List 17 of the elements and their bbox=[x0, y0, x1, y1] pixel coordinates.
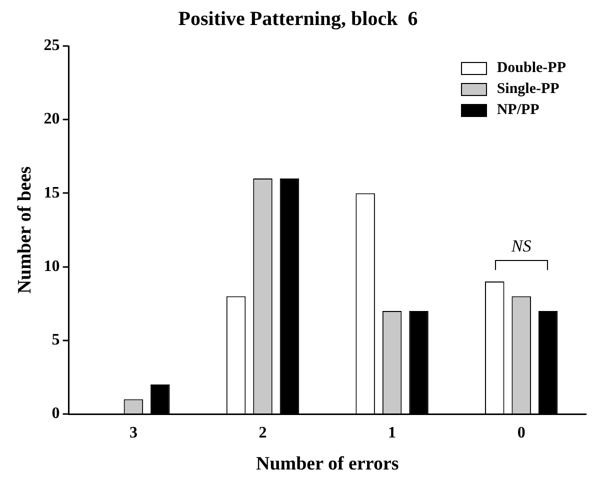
legend-label: Single-PP bbox=[496, 80, 560, 99]
x-tick-label: 2 bbox=[258, 424, 267, 442]
x-tick-label: 0 bbox=[517, 424, 526, 442]
annotation: NS bbox=[510, 236, 532, 256]
y-tick-label: 5 bbox=[52, 332, 60, 349]
chart-title: Positive Patterning, block 6 bbox=[178, 8, 418, 30]
x-axis-title: Number of errors bbox=[256, 454, 399, 475]
y-tick-label: 10 bbox=[44, 258, 60, 275]
y-tick-label: 20 bbox=[44, 110, 60, 128]
legend-label: Double-PP bbox=[496, 59, 566, 78]
y-tick-label: 0 bbox=[52, 405, 60, 422]
y-tick-label: 15 bbox=[44, 184, 60, 202]
y-axis-title: Number of bees bbox=[14, 166, 36, 294]
x-tick-label: 1 bbox=[388, 424, 396, 442]
legend-label: NP/PP bbox=[496, 101, 540, 120]
y-tick-label: 25 bbox=[44, 37, 60, 54]
x-tick-label: 3 bbox=[129, 424, 138, 442]
